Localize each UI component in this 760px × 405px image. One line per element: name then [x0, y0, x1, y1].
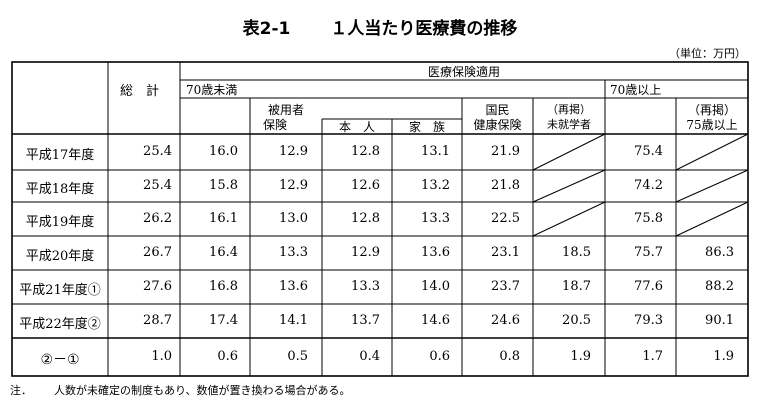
cell-family: 13.3 [421, 211, 450, 226]
blank-diagonal [532, 169, 606, 203]
header-over70: 70歳以上 [610, 83, 662, 97]
blank-diagonal [532, 201, 606, 237]
row-label: 平成18年度 [25, 182, 95, 197]
blank-diagonal [675, 169, 749, 203]
header-nhi-line2: 健康保険 [473, 118, 522, 132]
cell-under70: 16.0 [209, 144, 238, 159]
footnote-label: 注． [10, 384, 32, 397]
cell-principal: 0.4 [359, 349, 380, 364]
cell-over70: 75.4 [634, 144, 663, 159]
cell-principal: 12.9 [351, 245, 380, 260]
header-family: 家 族 [408, 120, 445, 134]
cell-family: 14.6 [421, 313, 450, 328]
cell-preschool: 1.9 [570, 349, 591, 364]
cell-over70: 74.2 [634, 178, 663, 193]
header-preschool-line2: 未就学者 [547, 118, 591, 131]
cell-preschool: 18.5 [562, 245, 591, 260]
cell-under70: 16.4 [209, 245, 238, 260]
title-prefix: 表2-1 [242, 19, 291, 39]
cell-over70: 75.8 [634, 211, 663, 226]
blank-diagonal [675, 133, 749, 171]
row-label: 平成21年度① [19, 283, 101, 298]
cell-nhi: 23.7 [491, 279, 520, 294]
cell-total: 27.6 [143, 279, 172, 294]
cell-nhi: 21.8 [491, 178, 520, 193]
header-employee-line2: 保険 [262, 118, 287, 132]
cell-under70: 0.6 [217, 349, 238, 364]
cell-principal: 12.8 [351, 144, 380, 159]
cell-total: 26.2 [143, 211, 172, 226]
cell-nhi: 0.8 [499, 349, 520, 364]
cell-family: 13.2 [421, 178, 450, 193]
cell-nhi: 23.1 [491, 245, 520, 260]
header-under70: 70歳未満 [186, 83, 238, 97]
cell-over75: 90.1 [705, 313, 734, 328]
cell-over70: 79.3 [634, 313, 663, 328]
cell-over70: 1.7 [642, 349, 663, 364]
cell-family: 13.6 [421, 245, 450, 260]
cell-nhi: 21.9 [491, 144, 520, 159]
cell-family: 0.6 [429, 349, 450, 364]
cell-employee: 12.9 [279, 178, 308, 193]
row-label: 平成19年度 [25, 215, 95, 230]
cell-total: 1.0 [151, 349, 172, 364]
header-principal: 本 人 [338, 120, 375, 134]
cell-total: 28.7 [143, 313, 172, 328]
cell-nhi: 24.6 [491, 313, 520, 328]
page-title: 表2-1 １人当たり医療費の推移 [0, 14, 760, 39]
cell-over75: 86.3 [705, 245, 734, 260]
cell-over75: 88.2 [705, 279, 734, 294]
blank-diagonal [675, 201, 749, 237]
blank-diagonal [532, 133, 606, 171]
cell-preschool: 18.7 [562, 279, 591, 294]
cell-employee: 13.0 [279, 211, 308, 226]
title-main: １人当たり医療費の推移 [330, 19, 518, 39]
footnote-text: 人数が未確定の制度もあり、数値が置き換わる場合がある。 [54, 384, 351, 397]
cell-under70: 17.4 [209, 313, 238, 328]
row-label: 平成20年度 [25, 249, 95, 264]
header-employee-line1: 被用者 [267, 103, 304, 117]
header-preschool-line1: （再掲） [547, 103, 591, 116]
cell-principal: 13.7 [351, 313, 380, 328]
header-nhi-line1: 国民 [485, 103, 510, 117]
cell-under70: 15.8 [209, 178, 238, 193]
header-over75-line1: （再掲） [687, 103, 736, 117]
table-border [11, 61, 749, 377]
cell-nhi: 22.5 [491, 211, 520, 226]
row-label: 平成22年度② [19, 317, 101, 332]
cell-total: 26.7 [143, 245, 172, 260]
header-insurance-applied: 医療保険適用 [427, 65, 500, 79]
cell-employee: 13.6 [279, 279, 308, 294]
header-over75-line2: 75歳以上 [686, 118, 738, 132]
cell-under70: 16.8 [209, 279, 238, 294]
cell-over75: 1.9 [713, 349, 734, 364]
cell-employee: 12.9 [279, 144, 308, 159]
cell-preschool: 20.5 [562, 313, 591, 328]
cell-over70: 77.6 [634, 279, 663, 294]
header-total: 総 計 [120, 84, 160, 99]
cell-principal: 12.6 [351, 178, 380, 193]
cell-family: 14.0 [421, 279, 450, 294]
cell-principal: 12.8 [351, 211, 380, 226]
cell-total: 25.4 [143, 178, 172, 193]
cell-employee: 13.3 [279, 245, 308, 260]
cell-principal: 13.3 [351, 279, 380, 294]
cell-employee: 14.1 [279, 313, 308, 328]
row-label: 平成17年度 [25, 148, 95, 163]
row-label: ②－① [40, 352, 80, 368]
cell-over70: 75.7 [634, 245, 663, 260]
cell-employee: 0.5 [287, 349, 308, 364]
cell-under70: 16.1 [209, 211, 238, 226]
cell-family: 13.1 [421, 144, 450, 159]
cell-total: 25.4 [143, 144, 172, 159]
footnote: 注． 人数が未確定の制度もあり、数値が置き換わる場合がある。 [10, 382, 351, 398]
unit-label: （単位：万円） [669, 47, 746, 60]
